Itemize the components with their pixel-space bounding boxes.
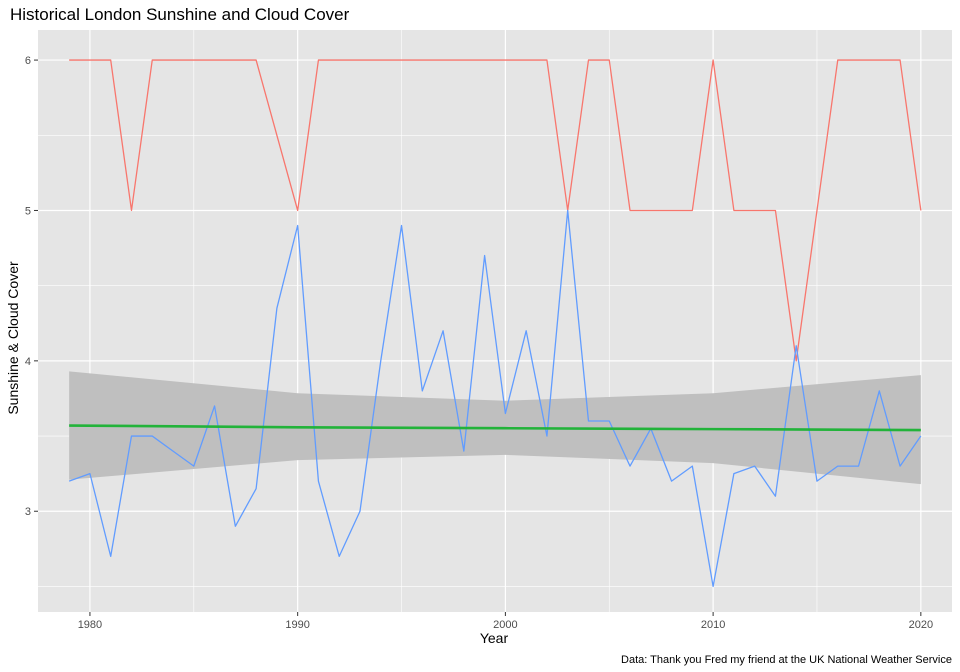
x-tick-label: 2010	[701, 619, 725, 631]
x-tick-label: 1990	[285, 619, 309, 631]
trend-line	[69, 424, 921, 432]
y-tick-label: 4	[25, 356, 31, 368]
x-tick-label: 2000	[493, 619, 517, 631]
x-axis-title: Year	[480, 630, 509, 646]
chart-caption: Data: Thank you Fred my friend at the UK…	[621, 654, 952, 666]
x-axis-ticks: 1980 1990 2000 2010 2020	[78, 612, 933, 631]
chart-title: Historical London Sunshine and Cloud Cov…	[10, 5, 350, 24]
x-tick-label: 2020	[909, 619, 933, 631]
y-tick-label: 6	[25, 55, 31, 67]
y-tick-label: 3	[25, 506, 31, 518]
series-lines	[68, 59, 922, 588]
y-axis-title: Sunshine & Cloud Cover	[5, 261, 21, 415]
x-tick-label: 1980	[78, 619, 102, 631]
y-tick-label: 5	[25, 205, 31, 217]
series-line-1	[69, 59, 922, 362]
plot-panel	[38, 30, 952, 612]
trend-fit-line	[69, 424, 921, 432]
series-line-2	[68, 209, 922, 588]
y-axis-ticks: 3 4 5 6	[25, 55, 38, 518]
